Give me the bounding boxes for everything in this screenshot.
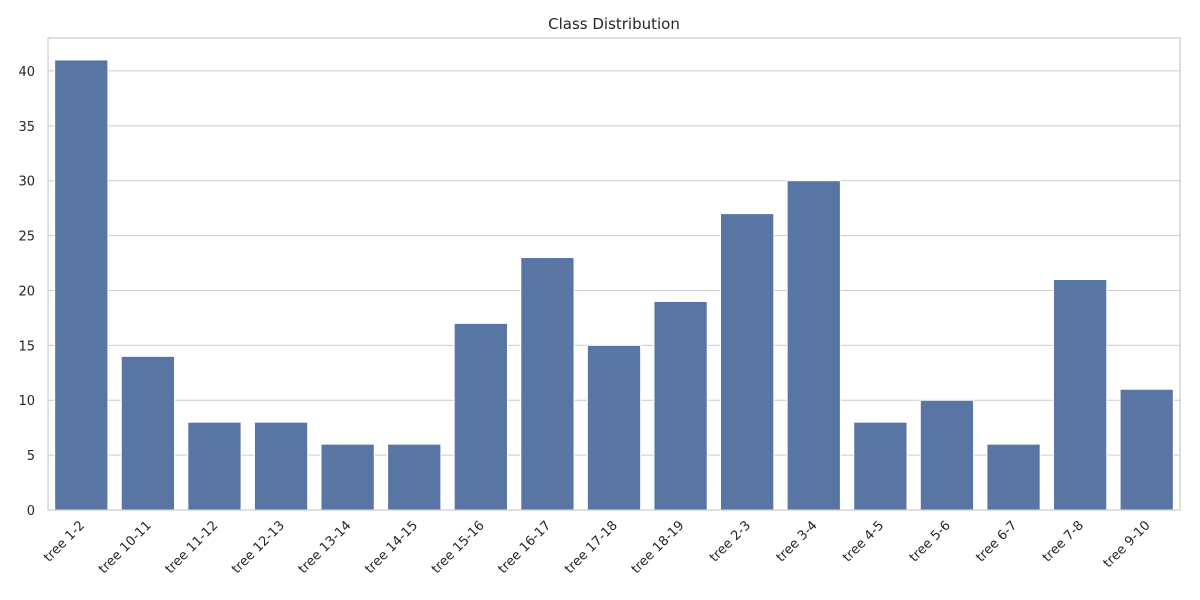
bar bbox=[1119, 388, 1174, 511]
y-axis-ticks: 0 5 10 15 20 25 30 35 40 bbox=[18, 65, 35, 519]
bars bbox=[54, 59, 1174, 511]
bar bbox=[786, 180, 841, 511]
plot-frame bbox=[47, 37, 1181, 511]
y-tick-label: 40 bbox=[18, 65, 35, 80]
x-tick-label: tree 15-16 bbox=[429, 518, 488, 577]
bar bbox=[120, 355, 176, 511]
x-tick-label: tree 13-14 bbox=[296, 518, 355, 577]
x-tick-label: tree 16-17 bbox=[496, 518, 555, 577]
bar bbox=[320, 443, 375, 511]
bar bbox=[720, 213, 775, 511]
x-tick-label: tree 6-7 bbox=[973, 518, 1020, 565]
bar bbox=[853, 421, 908, 511]
bar bbox=[1052, 278, 1108, 511]
bar bbox=[520, 257, 575, 511]
x-tick-label: tree 5-6 bbox=[907, 518, 954, 565]
x-tick-label: tree 4-5 bbox=[840, 518, 887, 565]
y-tick-label: 5 bbox=[27, 449, 35, 464]
x-tick-label: tree 17-18 bbox=[562, 518, 621, 577]
x-tick-label: tree 3-4 bbox=[774, 518, 821, 565]
x-tick-label: tree 2-3 bbox=[707, 518, 754, 565]
x-tick-label: tree 11-12 bbox=[163, 518, 222, 577]
x-axis-ticks: tree 1-2 tree 10-11 tree 11-12 tree 12-13 tr… bbox=[41, 518, 1153, 577]
bar bbox=[986, 443, 1041, 511]
y-tick-label: 25 bbox=[18, 230, 35, 245]
bar bbox=[54, 59, 109, 511]
bar bbox=[187, 421, 242, 511]
bar bbox=[586, 344, 642, 511]
bar bbox=[253, 421, 309, 511]
y-tick-label: 0 bbox=[27, 504, 35, 519]
bar bbox=[919, 399, 975, 511]
x-tick-label: tree 1-2 bbox=[41, 518, 88, 565]
x-tick-label: tree 18-19 bbox=[629, 518, 688, 577]
bar bbox=[453, 322, 508, 511]
y-tick-label: 35 bbox=[18, 120, 35, 135]
x-tick-label: tree 9-10 bbox=[1101, 518, 1154, 571]
bar bbox=[387, 443, 442, 511]
y-tick-label: 30 bbox=[18, 175, 35, 190]
y-tick-label: 15 bbox=[18, 339, 35, 354]
y-tick-label: 10 bbox=[18, 394, 35, 409]
x-tick-label: tree 12-13 bbox=[229, 518, 288, 577]
x-tick-label: tree 10-11 bbox=[96, 518, 155, 577]
x-tick-label: tree 7-8 bbox=[1040, 518, 1087, 565]
y-tick-label: 20 bbox=[18, 284, 35, 299]
x-tick-label: tree 14-15 bbox=[362, 518, 421, 577]
chart-title: Class Distribution bbox=[548, 15, 680, 33]
bar bbox=[653, 300, 708, 511]
